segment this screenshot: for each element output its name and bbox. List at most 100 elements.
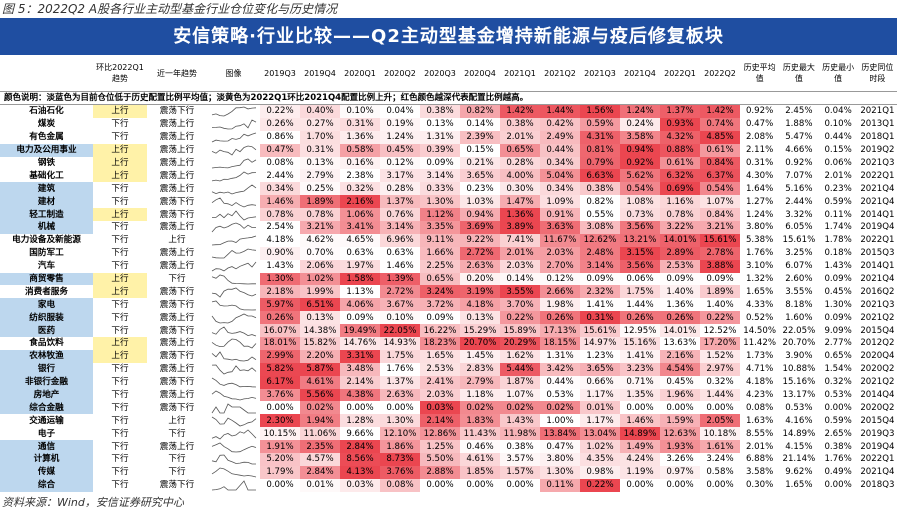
sparkline: [211, 390, 256, 401]
position-cell: 0.81%: [580, 143, 620, 157]
hist-period: 2013Q1: [860, 119, 895, 130]
position-cell: 0.22%: [260, 104, 300, 118]
hist-period: 2018Q3: [860, 480, 895, 491]
position-cell: 2.44%: [260, 169, 300, 183]
position-cell: 4.62%: [300, 233, 340, 247]
source: 资料来源：Wind，安信证券研究中心: [2, 496, 184, 509]
sparkline-line: [211, 171, 256, 182]
sparkline-cell: [207, 389, 260, 402]
hist-period: 2012Q2: [860, 338, 895, 349]
header-cell: 2021Q4: [620, 55, 660, 92]
position-cell: 3.14%: [580, 259, 620, 273]
position-cell: 0.13%: [300, 311, 340, 325]
position-cell: 1.44%: [700, 388, 740, 402]
position-cell: 0.84%: [700, 208, 740, 222]
position-cell: 4.31%: [580, 130, 620, 144]
position-cell: 2.66%: [540, 285, 580, 299]
position-cell: 1.19%: [620, 465, 660, 479]
hist-max: 1.60%: [785, 312, 813, 323]
position-cell: 11.67%: [540, 233, 580, 247]
header-cell: 图像: [207, 55, 260, 92]
position-cell: 0.86%: [260, 130, 300, 144]
sparkline-line: [211, 119, 256, 130]
position-cell: 0.13%: [460, 311, 500, 325]
position-cell: 1.31%: [420, 130, 460, 144]
position-cell: 0.38%: [580, 182, 620, 196]
position-cell: 2.72%: [460, 246, 500, 260]
year-trend: 震荡上行: [159, 132, 195, 143]
position-cell: 0.21%: [460, 156, 500, 170]
position-cell: 2.14%: [420, 414, 460, 428]
qoq-trend: 下行: [111, 480, 129, 491]
position-cell: 0.94%: [620, 143, 660, 157]
sparkline: [211, 107, 256, 117]
position-cell: 0.03%: [340, 478, 380, 492]
qoq-trend: 下行: [111, 364, 129, 375]
sector-table: 安信策略·行业比较——Q2主动型基金增持新能源与疫后修复板块 环比2022Q1趋…: [0, 18, 897, 492]
sector-name: 电力设备及新能源: [12, 235, 81, 246]
position-cell: 15.82%: [300, 337, 340, 350]
hist-max: 4.16%: [785, 415, 813, 426]
position-cell: 3.70%: [500, 298, 540, 312]
position-cell: 1.07%: [500, 388, 540, 402]
position-cell: 2.89%: [660, 246, 700, 260]
position-cell: 1.89%: [300, 195, 340, 209]
position-cell: 0.04%: [380, 104, 420, 118]
sparkline: [211, 158, 256, 169]
position-cell: 5.56%: [300, 388, 340, 402]
position-cell: 0.09%: [700, 272, 740, 286]
sparkline-line: [211, 442, 256, 452]
position-cell: 14.01%: [660, 324, 700, 338]
sector-name: 传媒: [0, 465, 93, 479]
qoq-trend: 下行: [111, 390, 129, 401]
sparkline-cell: [207, 118, 260, 131]
position-cell: 14.38%: [300, 324, 340, 338]
position-cell: 0.45%: [660, 375, 700, 389]
position-cell: 0.00%: [660, 401, 700, 415]
sector-row: 家电 下行 震荡下行 5.97% 6.51% 4.06% 3.67% 3.72% 4.18% 3.…: [0, 298, 897, 312]
sector-name: 国防军工: [29, 248, 64, 259]
sparkline-cell: [207, 311, 260, 324]
position-cell: 0.82%: [460, 104, 500, 118]
sector-row: 汽车 下行 震荡上行 1.43% 2.06% 1.97% 1.46% 2.25% 2.63% 2.…: [0, 259, 897, 273]
position-cell: 3.55%: [500, 285, 540, 299]
sector-row: 基础化工 上行 震荡上行 2.44% 2.79% 2.38% 3.17% 3.14% 3.65%…: [0, 169, 897, 183]
position-cell: 1.35%: [620, 388, 660, 402]
hist-max: 13.17%: [782, 390, 816, 401]
position-cell: 10.18%: [700, 427, 740, 441]
hist-max: 4.66%: [785, 145, 813, 156]
year-trend: 震荡上行: [159, 312, 195, 323]
hist-min: 1.54%: [824, 364, 852, 375]
header-row: 环比2022Q1趋势 近一年趋势 图像 2019Q3 2019Q4 2020Q1 2020Q…: [0, 55, 897, 92]
sparkline: [211, 287, 256, 298]
hist-period: 2021Q2: [860, 312, 895, 323]
position-cell: 0.53%: [540, 388, 580, 402]
position-cell: 3.41%: [340, 221, 380, 234]
position-cell: 0.27%: [300, 117, 340, 131]
qoq-trend: 下行: [111, 132, 129, 143]
hist-period: 2015Q3: [860, 248, 895, 259]
position-cell: 0.32%: [700, 375, 740, 389]
position-cell: 2.03%: [420, 388, 460, 402]
position-cell: 4.06%: [340, 298, 380, 312]
position-cell: 0.20%: [460, 272, 500, 286]
hist-min: 2.01%: [824, 170, 852, 181]
position-cell: 2.54%: [260, 221, 300, 234]
position-cell: 0.65%: [500, 143, 540, 157]
hist-min: 0.18%: [824, 248, 852, 259]
position-cell: 6.51%: [300, 298, 340, 312]
position-cell: 0.15%: [460, 143, 500, 157]
position-cell: 0.08%: [260, 156, 300, 170]
position-cell: 0.88%: [660, 143, 700, 157]
year-trend: 震荡下行: [159, 402, 195, 413]
position-cell: 1.37%: [380, 195, 420, 209]
sparkline-cell: [207, 337, 260, 350]
position-cell: 1.39%: [380, 272, 420, 286]
header-cell: 2021Q3: [580, 55, 620, 92]
hist-period: 2014Q1: [860, 261, 895, 272]
position-cell: 1.70%: [300, 130, 340, 144]
position-cell: 1.24%: [380, 130, 420, 144]
position-cell: 0.98%: [580, 465, 620, 479]
hist-avg: 2.08%: [745, 132, 774, 143]
